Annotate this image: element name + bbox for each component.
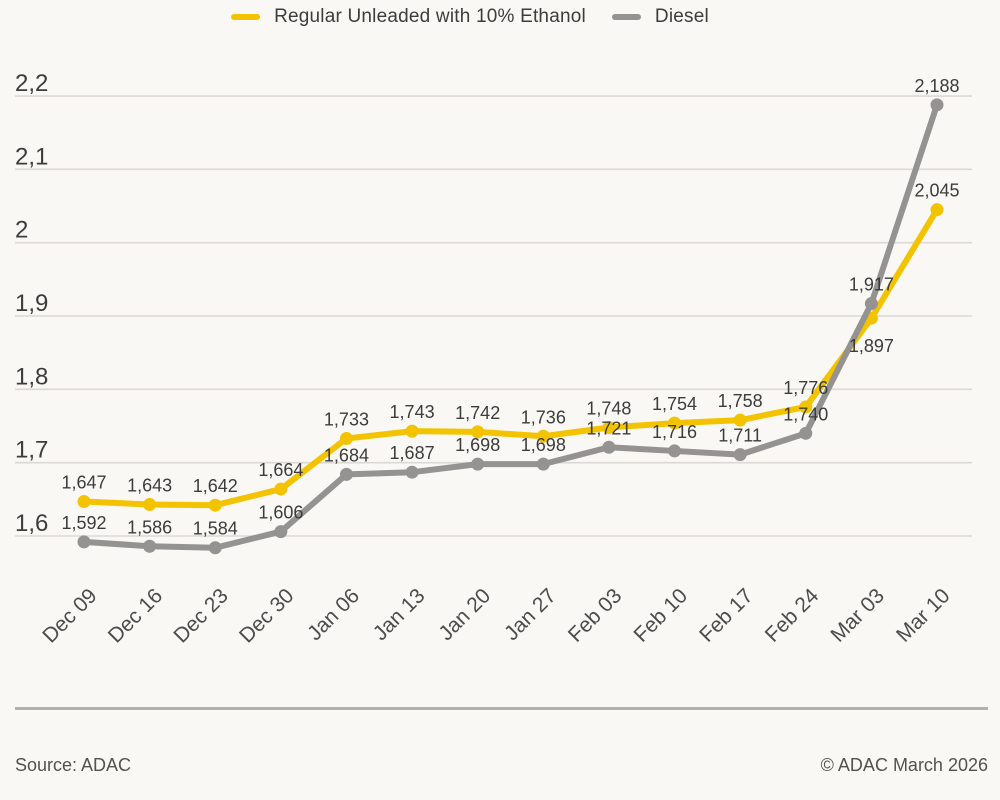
- x-tick-label: Jan 06: [303, 584, 364, 645]
- data-point: [668, 444, 682, 458]
- data-label: 1,586: [127, 517, 172, 537]
- data-point: [799, 426, 813, 440]
- x-tick-label: Jan 13: [369, 584, 430, 645]
- data-point: [536, 457, 550, 471]
- y-tick-label: 1,6: [15, 510, 48, 537]
- data-label: 1,776: [783, 378, 828, 398]
- legend-item-regular-unleaded: Regular Unleaded with 10% Ethanol: [231, 6, 586, 28]
- data-label: 1,897: [849, 336, 894, 356]
- legend: Regular Unleaded with 10% Ethanol Diesel: [0, 6, 940, 28]
- legend-label-regular-unleaded: Regular Unleaded with 10% Ethanol: [274, 6, 586, 27]
- data-point: [143, 497, 157, 511]
- x-tick-label: Dec 30: [235, 584, 298, 647]
- data-label: 1,642: [193, 476, 238, 496]
- data-point: [668, 416, 682, 430]
- data-point: [930, 98, 944, 112]
- data-label: 2,188: [914, 76, 959, 96]
- data-point: [339, 431, 353, 445]
- x-tick-label: Mar 10: [892, 584, 954, 646]
- x-tick-label: Dec 16: [104, 584, 167, 647]
- data-label: 1,684: [324, 445, 369, 465]
- data-point: [471, 457, 485, 471]
- data-point: [733, 448, 747, 462]
- data-label: 1,754: [652, 394, 697, 414]
- data-point: [602, 420, 616, 434]
- y-tick-label: 2,2: [15, 70, 48, 97]
- data-point: [799, 400, 813, 414]
- data-label: 1,758: [718, 391, 763, 411]
- data-point: [405, 424, 419, 438]
- x-tick-label: Dec 23: [169, 584, 232, 647]
- x-tick-label: Feb 10: [630, 584, 693, 647]
- data-point: [77, 495, 91, 509]
- copyright-note: © ADAC March 2026: [820, 755, 988, 775]
- data-point: [339, 467, 353, 481]
- data-point: [274, 482, 288, 496]
- data-point: [208, 498, 222, 512]
- data-point: [864, 297, 878, 311]
- data-label: 2,045: [914, 181, 959, 201]
- data-point: [471, 425, 485, 439]
- data-point: [930, 203, 944, 217]
- data-label: 1,584: [193, 519, 238, 539]
- series-line: [81, 101, 940, 551]
- y-tick-label: 2,1: [15, 143, 48, 170]
- data-point: [143, 539, 157, 553]
- source-note: Source: ADAC: [15, 755, 132, 775]
- y-tick-label: 1,9: [15, 290, 48, 317]
- legend-swatch-diesel-icon: [611, 14, 641, 20]
- data-label: 1,664: [258, 460, 303, 480]
- data-point: [536, 429, 550, 443]
- data-label: 1,748: [586, 398, 631, 418]
- legend-item-diesel: Diesel: [611, 6, 709, 28]
- x-tick-label: Feb 17: [695, 584, 758, 647]
- data-label: 1,743: [390, 402, 435, 422]
- data-label: 1,733: [324, 409, 369, 429]
- legend-label-diesel: Diesel: [654, 6, 709, 27]
- x-tick-label: Jan 27: [500, 584, 561, 645]
- data-label: 1,647: [61, 473, 106, 493]
- data-point: [602, 440, 616, 454]
- data-label: 1,687: [390, 443, 435, 463]
- data-label: 1,736: [521, 407, 566, 427]
- data-label: 1,716: [652, 422, 697, 442]
- footer-divider: [15, 707, 988, 710]
- legend-swatch-regular-unleaded-icon: [231, 14, 261, 20]
- data-label: 1,606: [258, 503, 303, 523]
- y-tick-label: 1,8: [15, 363, 48, 390]
- x-tick-label: Dec 09: [38, 584, 101, 647]
- data-point: [77, 535, 91, 549]
- x-tick-label: Feb 24: [761, 584, 824, 647]
- data-label: 1,643: [127, 475, 172, 495]
- data-label: 1,917: [849, 275, 894, 295]
- y-tick-label: 2: [15, 217, 28, 244]
- series-line: [81, 206, 940, 509]
- data-label: 1,711: [718, 426, 762, 446]
- data-label: 1,698: [521, 435, 566, 455]
- x-tick-label: Jan 20: [434, 584, 495, 645]
- x-tick-label: Feb 03: [564, 584, 627, 647]
- data-label: 1,721: [586, 418, 631, 438]
- data-label: 1,742: [455, 403, 500, 423]
- data-label: 1,698: [455, 435, 500, 455]
- data-point: [733, 413, 747, 427]
- y-tick-label: 1,7: [15, 437, 48, 464]
- data-point: [405, 465, 419, 479]
- data-point: [274, 525, 288, 539]
- data-label: 1,740: [783, 404, 828, 424]
- data-point: [208, 541, 222, 555]
- data-label: 1,592: [61, 513, 106, 533]
- x-tick-label: Mar 03: [826, 584, 888, 646]
